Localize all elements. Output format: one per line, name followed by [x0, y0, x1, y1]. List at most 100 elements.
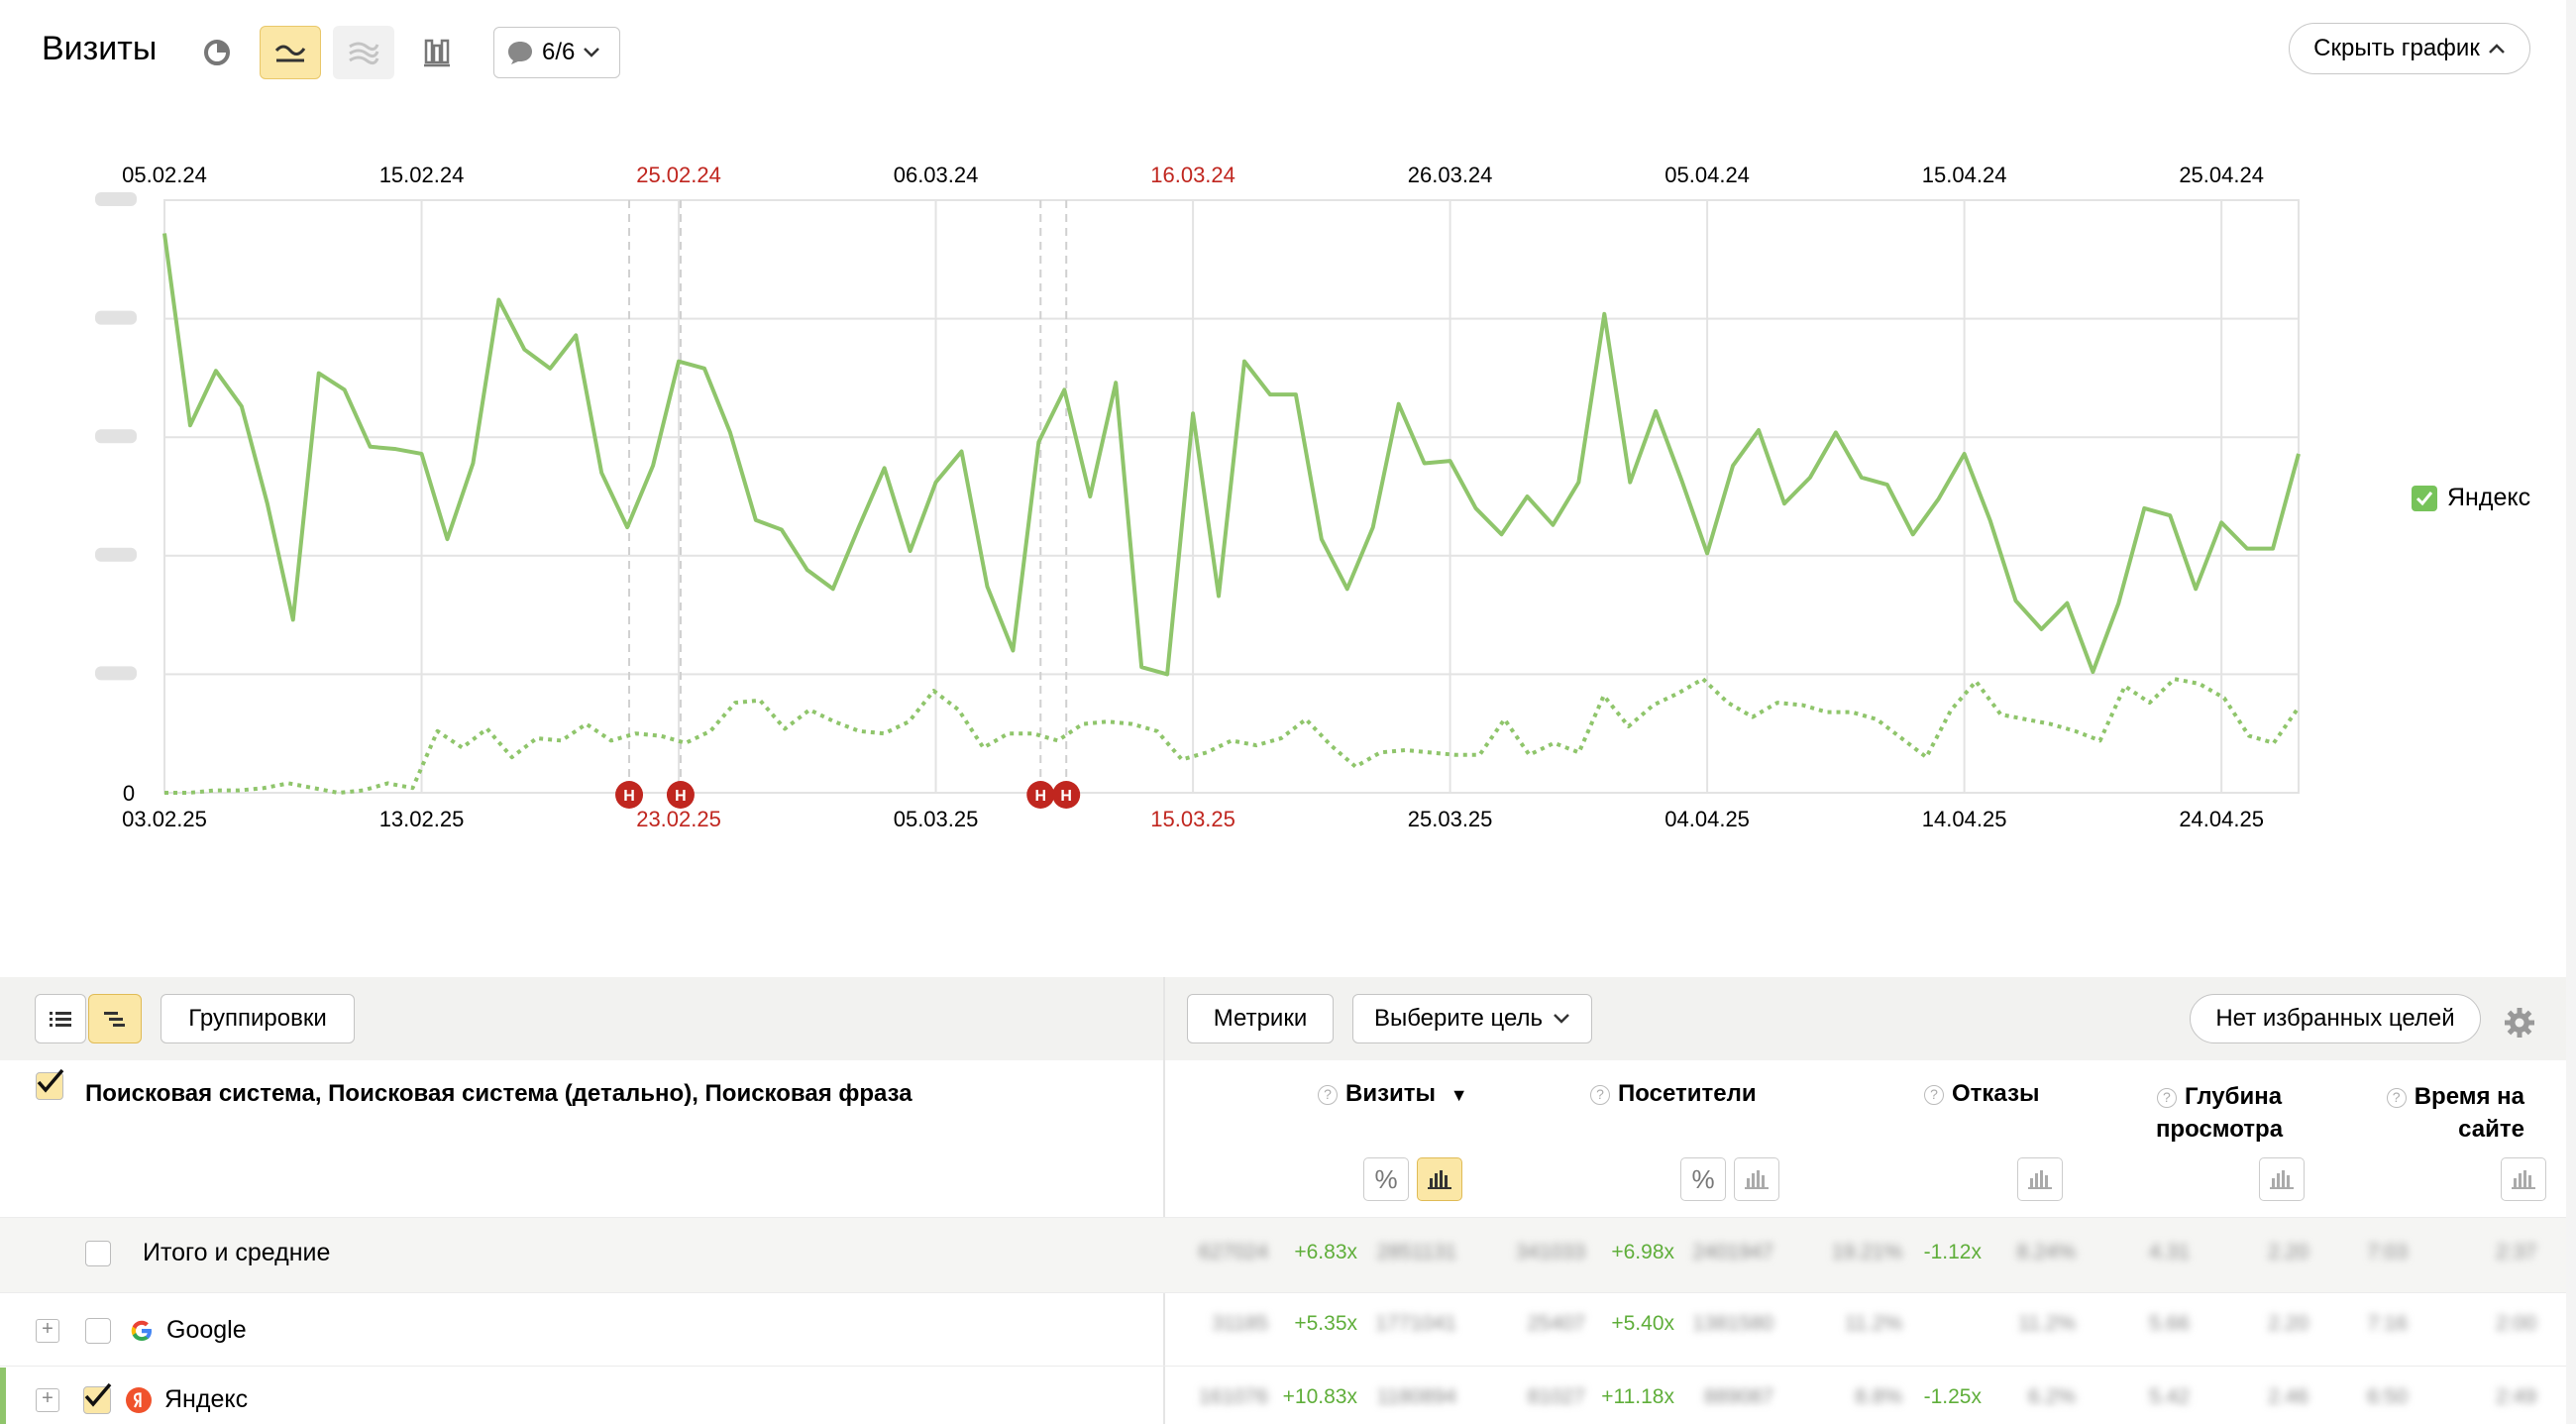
annotation-marker: [1026, 781, 1055, 809]
bar-chart-icon: [1428, 1170, 1451, 1189]
expand-icon[interactable]: +: [36, 1318, 59, 1343]
visitors-chart-button[interactable]: [1734, 1157, 1779, 1201]
visits-percent-button[interactable]: %: [1363, 1157, 1409, 1201]
legend-checkbox[interactable]: [2412, 485, 2437, 511]
cell-time: 7:03: [2367, 1241, 2408, 1263]
x-top-tick-label: 05.04.24: [1664, 163, 1750, 187]
x-bottom-tick-label: 14.04.25: [1922, 807, 2007, 831]
cell-depth-prev: 2.46: [2268, 1385, 2308, 1408]
pie-chart-button[interactable]: [186, 26, 248, 79]
cell-depth: 5.42: [2149, 1385, 2190, 1408]
cell-users-prev: 1381580: [1692, 1312, 1773, 1335]
cell-visits: 31185: [1212, 1312, 1268, 1335]
annotation-marker: [1052, 781, 1081, 809]
hide-chart-label: Скрыть график: [2313, 35, 2480, 61]
x-bottom-tick-label: 05.03.25: [894, 807, 979, 831]
list-view-button[interactable]: [35, 994, 86, 1043]
y-tick-label-blurred: [95, 429, 137, 444]
cell-visits-ratio: +10.83x: [1282, 1385, 1357, 1408]
annotation-marker: [666, 781, 695, 809]
column-header-depth[interactable]: ? Глубина просмотра: [2155, 1083, 2284, 1143]
visits-line-chart: 05.02.24 03.02.25 15.02.24 13.02.25 25.02.24…: [95, 163, 2301, 831]
cell-visits-prev: 1180894: [1376, 1385, 1456, 1408]
depth-chart-button[interactable]: [2259, 1157, 2305, 1201]
percent-icon: %: [1374, 1163, 1398, 1194]
list-icon: [50, 1012, 71, 1027]
comment-icon: [508, 42, 532, 64]
time-chart-button[interactable]: [2501, 1157, 2546, 1201]
help-icon[interactable]: ?: [1590, 1085, 1610, 1105]
tree-view-button[interactable]: [88, 994, 142, 1043]
visits-chart-button[interactable]: [1417, 1157, 1462, 1201]
page-scrollbar[interactable]: [2566, 0, 2576, 1424]
favorite-goals-button[interactable]: Нет избранных целей: [2190, 994, 2481, 1043]
x-bottom-tick-label: 24.04.25: [2179, 807, 2264, 831]
x-top-tick-label: 26.03.24: [1408, 163, 1493, 187]
row-checkbox[interactable]: [85, 1240, 111, 1266]
visitors-percent-button[interactable]: %: [1680, 1157, 1726, 1201]
cell-visits-ratio: +5.35x: [1294, 1312, 1357, 1335]
chart-legend[interactable]: Яндекс: [2412, 484, 2530, 512]
line-chart-button[interactable]: [260, 26, 321, 79]
x-bottom-tick-label: 15.03.25: [1150, 807, 1235, 831]
help-icon[interactable]: ?: [2156, 1088, 2177, 1108]
cell-users-prev: 2401947: [1692, 1241, 1773, 1263]
yandex-logo-icon: [126, 1386, 152, 1413]
cell-users: 81027: [1527, 1385, 1585, 1408]
x-top-tick-label: 16.03.24: [1150, 163, 1235, 187]
hide-chart-button[interactable]: Скрыть график: [2289, 23, 2530, 74]
cell-visits-prev: 1771041: [1375, 1312, 1456, 1335]
row-checkbox[interactable]: [85, 1317, 111, 1344]
expand-icon[interactable]: +: [36, 1387, 59, 1412]
cell-time-prev: 2:49: [2496, 1385, 2536, 1408]
bar-chart-icon: [1745, 1170, 1769, 1189]
pie-chart-icon: [204, 40, 230, 65]
table-divider: [1163, 977, 1165, 1424]
cell-time: 7:16: [2367, 1312, 2408, 1335]
cell-bounces-ratio: -1.12x: [1923, 1241, 1982, 1263]
totals-label: Итого и средние: [85, 1239, 330, 1267]
line-chart-icon: [274, 45, 306, 62]
checkmark-icon: [37, 1068, 64, 1093]
x-top-tick-label: 15.02.24: [379, 163, 465, 187]
area-chart-button[interactable]: [333, 26, 394, 79]
cell-users: 25407: [1527, 1312, 1585, 1335]
row-checkbox[interactable]: [83, 1382, 112, 1414]
help-icon[interactable]: ?: [1318, 1085, 1338, 1105]
help-icon[interactable]: ?: [1924, 1085, 1944, 1105]
checkmark-icon: [84, 1382, 112, 1407]
x-top-tick-label: 15.04.24: [1922, 163, 2007, 187]
x-top-tick-label: 06.03.24: [894, 163, 979, 187]
x-bottom-tick-label: 13.02.25: [379, 807, 465, 831]
cell-time: 6:50: [2367, 1385, 2408, 1408]
tree-icon: [104, 1012, 125, 1027]
cell-depth-prev: 2.20: [2268, 1312, 2308, 1335]
bar-chart-button[interactable]: [406, 26, 468, 79]
column-header-time[interactable]: ? Время на сайте: [2378, 1080, 2524, 1146]
metrics-button[interactable]: Метрики: [1187, 994, 1334, 1043]
column-header-visits[interactable]: ? Визиты ▼: [1318, 1080, 1468, 1108]
column-header-bounces[interactable]: ? Отказы: [1924, 1080, 2040, 1108]
goal-select-label: Выберите цель: [1373, 1005, 1544, 1032]
cell-visits: 627024: [1198, 1241, 1268, 1263]
cell-users: 341033: [1515, 1241, 1585, 1263]
y-tick-label-blurred: [95, 666, 137, 681]
bar-chart-icon: [2270, 1170, 2294, 1189]
select-all-checkbox[interactable]: [36, 1068, 64, 1100]
x-top-tick-label: 25.04.24: [2179, 163, 2264, 187]
bounces-chart-button[interactable]: [2017, 1157, 2063, 1201]
yandex-label: + Яндекс: [36, 1382, 248, 1414]
table-row-google: [0, 1292, 2566, 1367]
settings-button[interactable]: [2504, 1007, 2535, 1043]
cell-bounces-prev: 6.2%: [2028, 1385, 2076, 1408]
groupings-button[interactable]: Группировки: [161, 994, 355, 1043]
cell-bounces-ratio: -1.25x: [1923, 1385, 1982, 1408]
chevron-up-icon: [2488, 44, 2505, 54]
cell-users-ratio: +6.98x: [1611, 1241, 1674, 1263]
column-header-visitors[interactable]: ? Посетители: [1590, 1080, 1757, 1108]
comments-count: 6/6: [542, 39, 576, 65]
comments-filter-button[interactable]: 6/6: [493, 27, 620, 78]
help-icon[interactable]: ?: [2386, 1088, 2407, 1108]
gear-icon: [2505, 1008, 2534, 1038]
goal-select[interactable]: Выберите цель: [1352, 994, 1592, 1043]
